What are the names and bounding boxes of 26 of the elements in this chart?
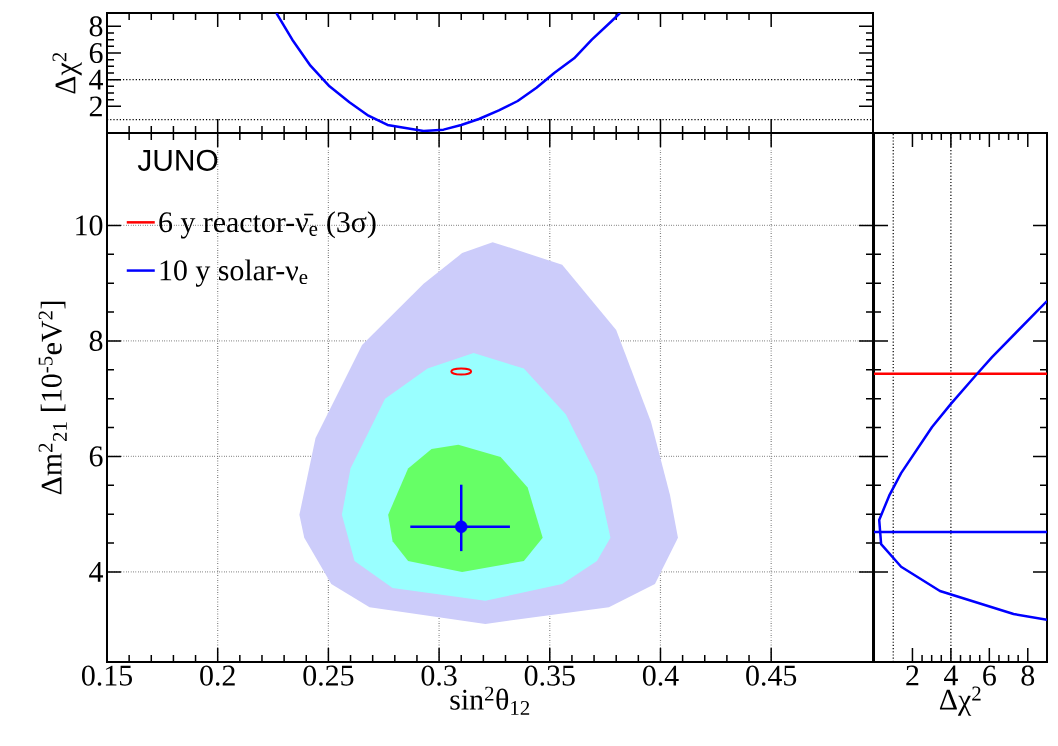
y-tick-label: 10 <box>76 215 103 236</box>
y-tick-label: 2 <box>89 96 102 117</box>
x-tick-label: 0.3 <box>421 665 457 686</box>
y-axis-title: Δm$^{2}$$_{21}$ [10$^{-5}$eV$^{2}$] <box>38 301 67 495</box>
annotation: JUNO <box>137 149 218 171</box>
y-tick-label: 4 <box>89 562 104 582</box>
x-tick-label: 0.35 <box>524 665 575 686</box>
x-axis-title: sin$^{2}$θ$_{12}$ <box>450 686 530 715</box>
legend-label: 6 y reactor-ν̄$_{e}$ (3σ) <box>159 211 376 239</box>
y-tick-label: 8 <box>89 16 103 37</box>
x-tick-label: 0.15 <box>81 665 132 686</box>
x-tick-label: 2 <box>906 665 919 686</box>
x-tick-label: 8 <box>1021 665 1035 686</box>
y-tick-label: 8 <box>89 330 103 351</box>
y-tick-label: 4 <box>89 69 104 90</box>
x-tick-label: 0.25 <box>303 665 354 686</box>
x-tick-label: 0.2 <box>200 665 235 686</box>
y-tick-label: 6 <box>89 42 103 64</box>
x-tick-label: 6 <box>983 665 996 686</box>
y-tick-label: 6 <box>89 446 103 467</box>
x-tick-label: 4 <box>944 665 958 686</box>
y-axis-title: Δχ$^{2}$ <box>52 52 82 94</box>
x-axis-title: Δχ$^{2}$ <box>939 686 981 716</box>
x-tick-label: 0.4 <box>642 665 679 686</box>
x-tick-label: 0.45 <box>746 665 797 686</box>
legend-label: 10 y solar-ν$_{e}$ <box>160 259 308 287</box>
